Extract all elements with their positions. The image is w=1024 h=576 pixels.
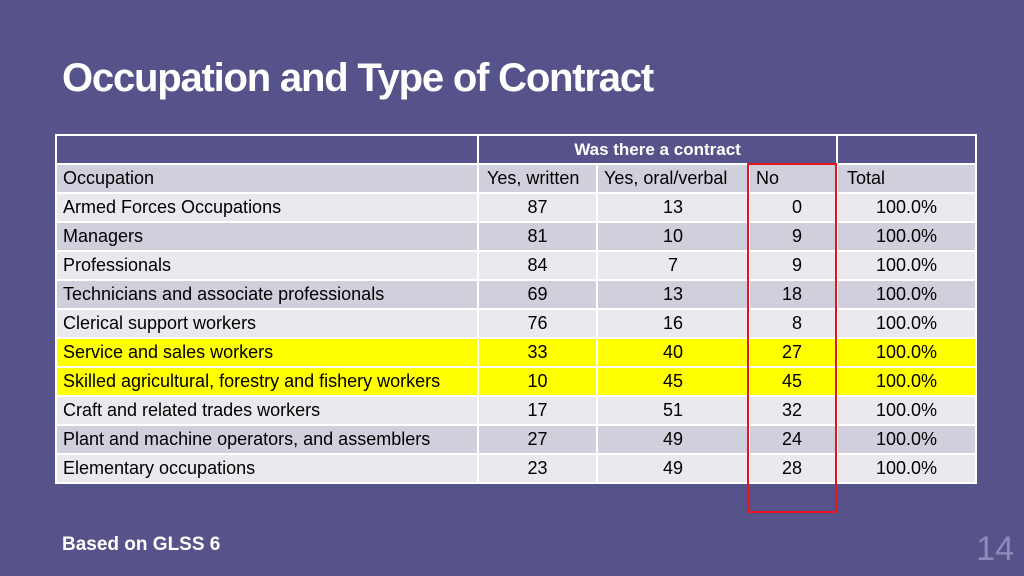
no-cell: 9: [747, 250, 839, 281]
yes-written-cell: 69: [477, 279, 598, 310]
total-cell: 100.0%: [836, 250, 978, 281]
no-cell: 45: [747, 366, 839, 397]
yes-written-cell: 84: [477, 250, 598, 281]
no-cell: 28: [747, 453, 839, 484]
total-cell: 100.0%: [836, 395, 978, 426]
yes-written-cell: 17: [477, 395, 598, 426]
table-row: Armed Forces Occupations 87 13 0 100.0%: [55, 192, 978, 223]
contract-table: Was there a contract Occupation Yes, wri…: [55, 134, 978, 484]
table-row: Managers 81 10 9 100.0%: [55, 221, 978, 252]
yes-written-cell: 76: [477, 308, 598, 339]
yes-written-cell: 23: [477, 453, 598, 484]
occupation-cell: Technicians and associate professionals: [55, 279, 479, 310]
group-header-blank-cell: [55, 134, 479, 165]
yes-oral-cell: 49: [596, 453, 750, 484]
group-header-blank-cell: [836, 134, 978, 165]
no-cell: 8: [747, 308, 839, 339]
occupation-cell: Service and sales workers: [55, 337, 479, 368]
occupation-cell: Plant and machine operators, and assembl…: [55, 424, 479, 455]
yes-written-cell: 10: [477, 366, 598, 397]
yes-oral-cell: 49: [596, 424, 750, 455]
table-row: Clerical support workers 76 16 8 100.0%: [55, 308, 978, 339]
yes-oral-cell: 45: [596, 366, 750, 397]
header-yes-oral: Yes, oral/verbal: [596, 163, 750, 194]
header-no: No: [747, 163, 839, 194]
yes-oral-cell: 16: [596, 308, 750, 339]
table-row: Elementary occupations 23 49 28 100.0%: [55, 453, 978, 484]
no-cell: 0: [747, 192, 839, 223]
yes-oral-cell: 13: [596, 192, 750, 223]
table-row: Craft and related trades workers 17 51 3…: [55, 395, 978, 426]
table-header-row: Occupation Yes, written Yes, oral/verbal…: [55, 163, 978, 194]
total-cell: 100.0%: [836, 424, 978, 455]
no-cell: 24: [747, 424, 839, 455]
occupation-cell: Skilled agricultural, forestry and fishe…: [55, 366, 479, 397]
total-cell: 100.0%: [836, 279, 978, 310]
total-cell: 100.0%: [836, 453, 978, 484]
header-total: Total: [836, 163, 978, 194]
no-cell: 32: [747, 395, 839, 426]
occupation-cell: Craft and related trades workers: [55, 395, 479, 426]
table-row: Professionals 84 7 9 100.0%: [55, 250, 978, 281]
contract-group-header: Was there a contract: [476, 134, 839, 165]
yes-written-cell: 27: [477, 424, 598, 455]
no-cell: 27: [747, 337, 839, 368]
yes-written-cell: 33: [477, 337, 598, 368]
yes-oral-cell: 13: [596, 279, 750, 310]
table-row: Technicians and associate professionals …: [55, 279, 978, 310]
no-cell: 9: [747, 221, 839, 252]
slide-number: 14: [976, 530, 1014, 568]
yes-oral-cell: 40: [596, 337, 750, 368]
table-row-highlighted: Skilled agricultural, forestry and fishe…: [55, 366, 978, 397]
header-occupation: Occupation: [55, 163, 479, 194]
yes-oral-cell: 7: [596, 250, 750, 281]
total-cell: 100.0%: [836, 366, 978, 397]
yes-written-cell: 81: [477, 221, 598, 252]
occupation-cell: Clerical support workers: [55, 308, 479, 339]
total-cell: 100.0%: [836, 337, 978, 368]
occupation-cell: Elementary occupations: [55, 453, 479, 484]
no-cell: 18: [747, 279, 839, 310]
total-cell: 100.0%: [836, 308, 978, 339]
yes-oral-cell: 51: [596, 395, 750, 426]
occupation-cell: Armed Forces Occupations: [55, 192, 479, 223]
yes-oral-cell: 10: [596, 221, 750, 252]
total-cell: 100.0%: [836, 221, 978, 252]
total-cell: 100.0%: [836, 192, 978, 223]
header-yes-written: Yes, written: [477, 163, 598, 194]
occupation-cell: Professionals: [55, 250, 479, 281]
table-row: Plant and machine operators, and assembl…: [55, 424, 978, 455]
yes-written-cell: 87: [477, 192, 598, 223]
slide-title: Occupation and Type of Contract: [62, 56, 654, 100]
table-group-header-row: Was there a contract: [55, 134, 978, 165]
table-row-highlighted: Service and sales workers 33 40 27 100.0…: [55, 337, 978, 368]
source-footnote: Based on GLSS 6: [62, 534, 221, 555]
occupation-cell: Managers: [55, 221, 479, 252]
